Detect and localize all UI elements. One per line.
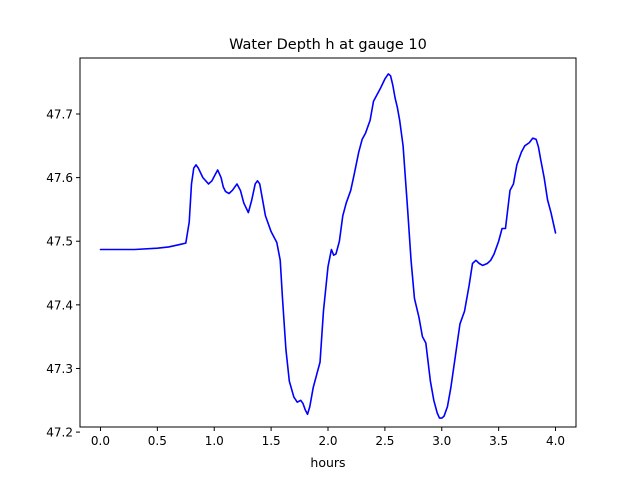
plot-area	[99, 73, 557, 419]
x-tick-label: 2.0	[318, 434, 337, 448]
series-line	[99, 73, 557, 419]
x-axis: 0.0 0.5 1.0 1.5 2.0 2.5 3.0 3.5 4.0	[91, 427, 565, 448]
y-tick-label: 47.6	[46, 171, 73, 185]
chart-title: Water Depth h at gauge 10	[229, 37, 427, 53]
x-tick-label: 1.5	[262, 434, 281, 448]
x-tick-label: 3.0	[432, 434, 451, 448]
x-axis-label: hours	[310, 455, 345, 470]
y-tick-label: 47.7	[46, 107, 73, 121]
x-tick-label: 4.0	[546, 434, 565, 448]
axes-frame	[79, 57, 577, 428]
y-tick-label: 47.3	[46, 362, 73, 376]
x-tick-label: 3.5	[489, 434, 508, 448]
x-tick-label: 0.5	[148, 434, 167, 448]
y-axis: 47.2 47.3 47.4 47.5 47.6 47.7	[46, 107, 80, 440]
y-tick-label: 47.5	[46, 235, 73, 249]
y-tick-label: 47.4	[46, 298, 73, 312]
x-tick-label: 1.0	[205, 434, 224, 448]
x-tick-label: 0.0	[91, 434, 110, 448]
x-tick-label: 2.5	[375, 434, 394, 448]
y-tick-label: 47.2	[46, 426, 73, 440]
